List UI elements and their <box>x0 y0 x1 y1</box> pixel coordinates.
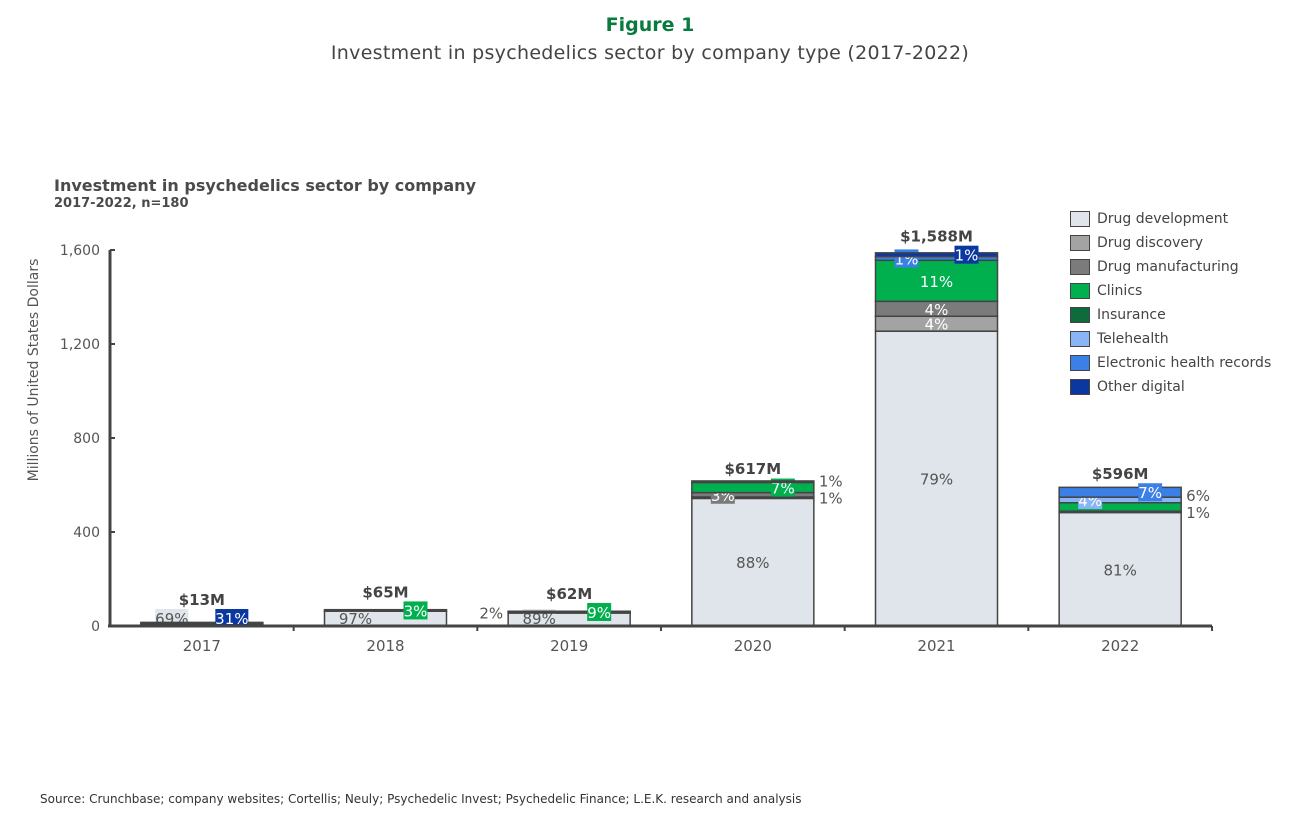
x-tick-label: 2019 <box>550 637 588 655</box>
legend-swatch <box>1070 331 1090 347</box>
legend-label: Clinics <box>1097 283 1143 299</box>
legend-label: Drug manufacturing <box>1097 259 1239 275</box>
y-axis-label: Millions of United States Dollars <box>26 259 42 482</box>
bar-total-label: $65M <box>362 583 408 601</box>
data-label: 2% <box>479 604 503 622</box>
bar-segment-2017-other_digital <box>140 621 264 625</box>
data-label-box <box>403 601 428 620</box>
data-label-box <box>954 245 979 264</box>
legend-label: Telehealth <box>1097 331 1169 347</box>
legend-item-insurance: Insurance <box>1070 303 1271 327</box>
data-label: 89% <box>522 610 555 628</box>
legend-swatch <box>1070 283 1090 299</box>
legend-item-clinics: Clinics <box>1070 279 1271 303</box>
bar-total-label: $1,588M <box>900 228 973 246</box>
legend-swatch <box>1070 259 1090 275</box>
data-label: 97% <box>339 610 372 628</box>
data-label: 9% <box>587 604 611 622</box>
y-tick-label: 800 <box>73 431 100 447</box>
source-note: Source: Crunchbase; company websites; Co… <box>40 792 802 806</box>
legend-label: Drug development <box>1097 211 1229 227</box>
legend-item-drug_discovery: Drug discovery <box>1070 231 1271 255</box>
legend-item-drug_development: Drug development <box>1070 207 1271 231</box>
y-tick-label: 0 <box>91 619 100 635</box>
legend-label: Insurance <box>1097 307 1166 323</box>
data-label: 11% <box>920 273 953 291</box>
bar-segment-2021-other_digital <box>874 252 999 258</box>
y-tick-label: 1,600 <box>60 243 100 259</box>
data-label: 88% <box>736 554 769 572</box>
figure-title: Investment in psychedelics sector by com… <box>330 42 970 64</box>
chart-title: Investment in psychedelics sector by com… <box>54 176 476 195</box>
bar-total-label: $617M <box>724 460 781 478</box>
data-label: 7% <box>771 480 795 498</box>
x-tick-label: 2017 <box>183 637 221 655</box>
legend-item-other_digital: Other digital <box>1070 375 1271 399</box>
legend-swatch <box>1070 379 1090 395</box>
data-label: 7% <box>1138 484 1162 502</box>
data-label-box <box>339 609 372 627</box>
y-tick-label: 1,200 <box>60 337 100 353</box>
data-label-box <box>587 602 612 621</box>
data-label: 4% <box>925 316 949 334</box>
bar-total-label: $13M <box>179 591 225 609</box>
data-label: 4% <box>925 301 949 319</box>
chart-subtitle: 2017-2022, n=180 <box>54 196 189 211</box>
data-label: 6% <box>1186 487 1210 505</box>
bar-segment-2019-clinics <box>507 610 631 614</box>
data-label: 1% <box>955 247 979 265</box>
data-label-box <box>215 609 249 627</box>
legend-label: Electronic health records <box>1097 355 1272 371</box>
bar-segment-2022-drug_development <box>1058 511 1182 627</box>
y-tick-label: 400 <box>73 525 100 541</box>
data-label-box <box>1138 483 1163 502</box>
bar-segment-2018-clinics <box>323 608 448 612</box>
legend-item-telehealth: Telehealth <box>1070 327 1271 351</box>
legend-label: Other digital <box>1097 379 1185 395</box>
bar-segment-2020-clinics <box>691 481 815 494</box>
x-tick-label: 2020 <box>734 637 772 655</box>
data-label: 79% <box>920 471 953 489</box>
legend-swatch <box>1070 211 1090 227</box>
bar-segment-2020-drug_development <box>691 497 815 627</box>
legend-swatch <box>1070 355 1090 371</box>
bar-segment-2022-ehr <box>1058 486 1182 498</box>
legend-item-drug_manufacturing: Drug manufacturing <box>1070 255 1271 279</box>
legend-swatch <box>1070 307 1090 323</box>
x-tick-label: 2021 <box>917 637 955 655</box>
data-label: 3% <box>404 602 428 620</box>
data-label: 1% <box>819 473 843 491</box>
data-label: 31% <box>215 610 248 628</box>
legend-swatch <box>1070 235 1090 251</box>
bar-total-label: $596M <box>1092 465 1149 483</box>
x-tick-label: 2022 <box>1101 637 1139 655</box>
legend-label: Drug discovery <box>1097 235 1204 251</box>
legend-item-ehr: Electronic health records <box>1070 351 1271 375</box>
bar-segment-2021-drug_development <box>874 330 999 627</box>
bar-segment-2020-insurance <box>691 480 815 484</box>
figure-label: Figure 1 <box>605 14 695 36</box>
data-label: 1% <box>819 490 843 508</box>
data-label: 81% <box>1103 561 1136 579</box>
bar-total-label: $62M <box>546 585 592 603</box>
x-tick-label: 2018 <box>366 637 404 655</box>
legend: Drug development Drug discovery Drug manuf… <box>1070 207 1271 399</box>
data-label: 1% <box>1186 504 1210 522</box>
